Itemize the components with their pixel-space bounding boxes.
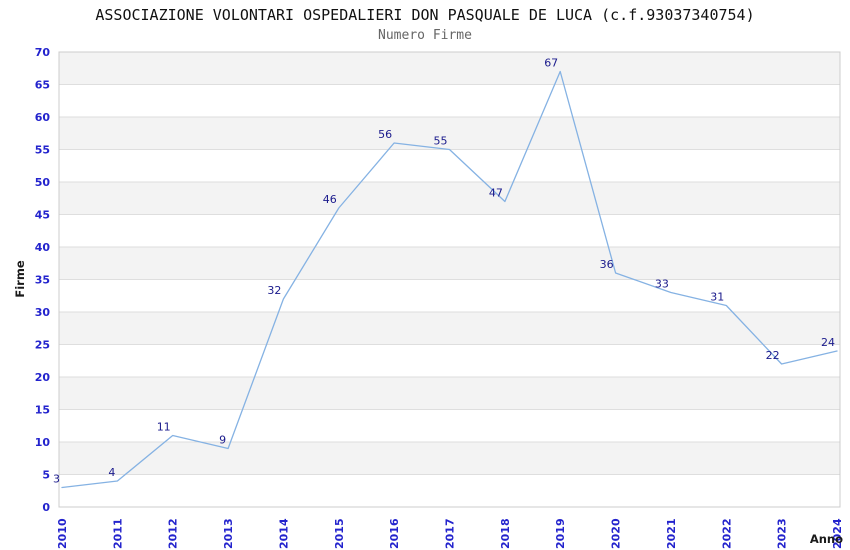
x-tick-label: 2012 [167,518,180,549]
gridlines [59,84,840,475]
point-value-label: 22 [766,349,780,362]
plot-band [59,442,840,475]
chart-title: ASSOCIAZIONE VOLONTARI OSPEDALIERI DON P… [95,6,754,24]
plot-band [59,247,840,280]
x-tick-label: 2017 [444,518,457,549]
y-tick-label: 60 [35,111,51,124]
y-tick-label: 50 [35,176,51,189]
plot-band [59,409,840,442]
plot-band [59,377,840,410]
point-value-label: 11 [157,421,171,434]
point-value-label: 4 [108,466,115,479]
point-value-label: 36 [600,258,614,271]
point-value-label: 9 [219,434,226,447]
y-tick-label: 25 [35,339,50,352]
x-tick-label: 2018 [499,518,512,549]
point-value-label: 56 [378,128,392,141]
x-tick-label: 2022 [720,518,733,549]
x-tick-label: 2024 [831,518,844,549]
y-tick-label: 35 [35,274,50,287]
y-tick-label: 5 [42,469,50,482]
plot-band [59,312,840,345]
x-tick-label: 2014 [277,518,290,549]
y-tick-label: 15 [35,404,50,417]
plot-band [59,214,840,247]
y-axis-title: Firme [13,260,27,297]
data-line [61,70,838,489]
plot-band [59,149,840,182]
x-tick-label: 2015 [333,518,346,549]
y-tick-label: 40 [35,241,51,254]
y-tick-label: 30 [35,306,51,319]
y-tick-label: 55 [35,144,50,157]
point-value-labels: 3 4 11 9 32 46 56 55 47 67 36 33 31 22 24 [53,57,835,486]
plot-band [59,344,840,377]
y-tick-label: 20 [35,371,51,384]
x-tick-label: 2023 [776,518,789,549]
x-tick-label: 2016 [388,518,401,549]
x-axis-title: Anno [810,532,843,546]
point-value-label: 33 [655,278,669,291]
x-tick-label: 2021 [665,518,678,549]
plot-band [59,117,840,150]
plot-border [58,51,841,508]
point-value-label: 24 [821,336,835,349]
point-value-label: 55 [434,135,448,148]
y-tick-label: 65 [35,79,50,92]
plot-band [59,52,840,85]
plot-band [59,279,840,312]
plot-band [59,182,840,215]
point-value-label: 3 [53,473,60,486]
y-tick-label: 45 [35,209,50,222]
x-tick-label: 2013 [222,518,235,549]
point-value-label: 67 [544,57,558,70]
x-tick-label: 2010 [56,518,69,549]
x-tick-label: 2019 [554,518,567,549]
plot-band [59,474,840,507]
x-tick-label: 2011 [111,518,124,549]
point-value-label: 32 [267,284,281,297]
chart-subtitle: Numero Firme [378,28,472,43]
point-value-label: 46 [323,193,337,206]
series-line [61,70,838,489]
plot-bands [59,52,840,507]
plot-band [59,84,840,117]
x-axis-tick-labels: 2010 2011 2012 2013 2014 2015 2016 2017 2018 2019… [56,518,844,549]
x-tick-label: 2020 [610,518,623,549]
y-tick-label: 0 [42,501,50,514]
y-tick-label: 70 [35,46,51,59]
plot-area-border [58,51,841,508]
y-axis-tick-labels: 0 5 10 15 20 25 30 35 40 45 50 55 60 65 70 [35,46,51,514]
point-value-label: 31 [710,291,724,304]
y-tick-label: 10 [35,436,51,449]
point-value-label: 47 [489,187,503,200]
